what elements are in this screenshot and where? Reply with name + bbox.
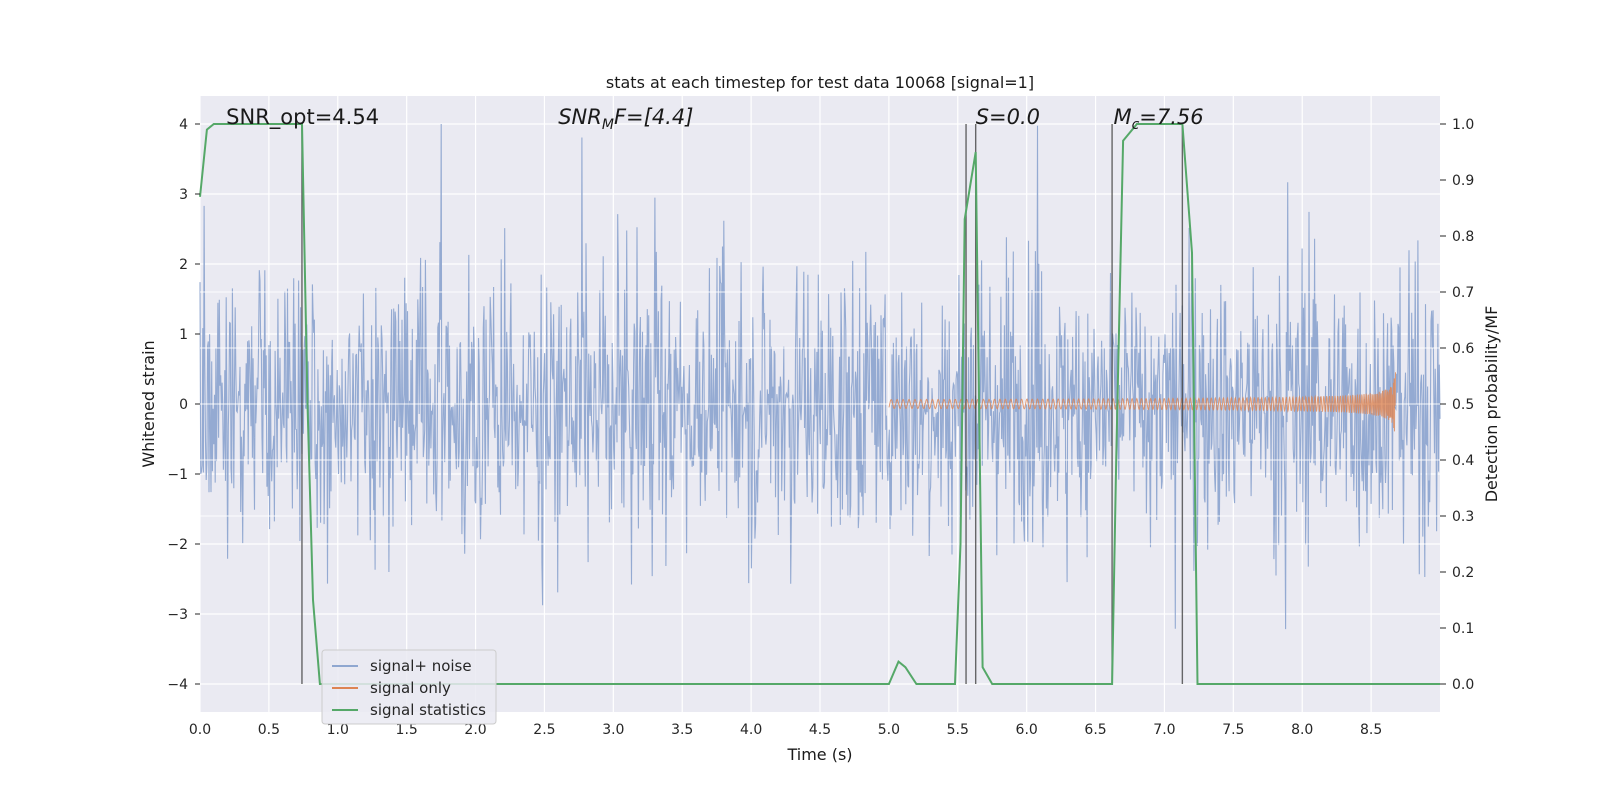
y-tick-label: 3 — [179, 187, 188, 203]
x-tick-label: 5.0 — [878, 722, 900, 738]
y2-tick-label: 0.5 — [1452, 397, 1474, 413]
x-tick-label: 7.0 — [1153, 722, 1175, 738]
legend-label: signal only — [370, 679, 451, 697]
x-tick-label: 3.5 — [671, 722, 693, 738]
statistics-series — [199, 123, 1440, 685]
y2-tick-label: 0.6 — [1452, 341, 1474, 357]
y2-tick-label: 0.3 — [1452, 509, 1474, 525]
x-tick-label: 6.5 — [1084, 722, 1106, 738]
x-tick-label: 4.0 — [740, 722, 762, 738]
chirp-series — [888, 372, 1396, 432]
y2-tick-label: 1.0 — [1452, 117, 1474, 133]
y-tick-label: 2 — [179, 257, 188, 273]
y-tick-label: −4 — [167, 677, 188, 693]
x-axis-ticks: 0.0 0.5 1.0 1.5 2.0 2.5 3.0 3.5 4.0 4.5 5.0 5.5 6.0 6… — [189, 722, 1382, 738]
x-tick-label: 3.0 — [602, 722, 624, 738]
y-tick-label: 0 — [179, 397, 188, 413]
y-tick-label: −1 — [167, 467, 188, 483]
y2-axis-label: Detection probability/MF — [1482, 306, 1501, 503]
y2-tick-label: 0.1 — [1452, 621, 1474, 637]
annotations: SNR_opt=4.54 SNRMF=[4.4] S=0.0 Mc=7.56 — [226, 105, 1203, 133]
x-tick-label: 0.5 — [258, 722, 280, 738]
x-tick-label: 6.0 — [1016, 722, 1038, 738]
x-axis-label: Time (s) — [786, 745, 852, 764]
x-tick-label: 7.5 — [1222, 722, 1244, 738]
x-tick-label: 8.5 — [1360, 722, 1382, 738]
annotation-snr_opt: SNR_opt=4.54 — [226, 105, 379, 130]
legend-label: signal+ noise — [370, 657, 472, 675]
y2-tick-label: 0.0 — [1452, 677, 1474, 693]
y-axis-label: Whitened strain — [139, 340, 158, 467]
y-tick-label: −3 — [167, 607, 188, 623]
y-tick-label: −2 — [167, 537, 188, 553]
x-tick-label: 2.0 — [464, 722, 486, 738]
annotation-s: S=0.0 — [976, 105, 1040, 129]
y-tick-label: 1 — [179, 327, 188, 343]
y2-axis-ticks: 0.0 0.1 0.2 0.3 0.4 0.5 0.6 0.7 0.8 0.9 1.0 — [1440, 117, 1474, 693]
x-tick-label: 5.5 — [947, 722, 969, 738]
statistics-line — [199, 123, 1440, 685]
annotation-mc: Mc=7.56 — [1113, 105, 1203, 133]
y2-tick-label: 0.2 — [1452, 565, 1474, 581]
legend-label: signal statistics — [370, 701, 486, 719]
y2-tick-label: 0.7 — [1452, 285, 1474, 301]
x-tick-label: 1.0 — [327, 722, 349, 738]
y2-tick-label: 0.4 — [1452, 453, 1474, 469]
chirp-line — [888, 372, 1396, 432]
x-tick-label: 2.5 — [533, 722, 555, 738]
chart-title: stats at each timestep for test data 100… — [606, 73, 1034, 92]
y2-tick-label: 0.9 — [1452, 173, 1474, 189]
x-tick-label: 8.0 — [1291, 722, 1313, 738]
annotation-snr_mf: SNRMF=[4.4] — [558, 105, 693, 133]
zero-gridline — [200, 291, 1440, 545]
x-tick-label: 0.0 — [189, 722, 211, 738]
y2-tick-label: 0.8 — [1452, 229, 1474, 245]
y-tick-label: 4 — [179, 117, 188, 133]
x-tick-label: 1.5 — [396, 722, 418, 738]
y-axis-ticks: −4 −3 −2 −1 0 1 2 3 4 — [167, 117, 200, 693]
x-tick-label: 4.5 — [809, 722, 831, 738]
legend: signal+ noise signal only signal statistic… — [321, 649, 497, 725]
legend-box — [321, 649, 497, 725]
